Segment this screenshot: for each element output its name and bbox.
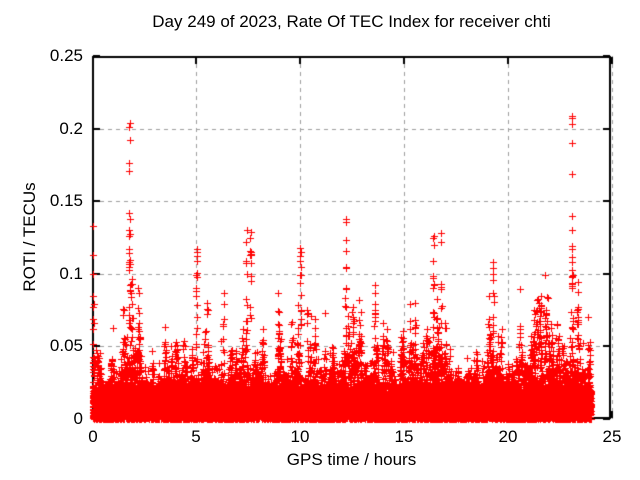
x-tick-label: 15 (394, 427, 414, 446)
y-tick-label: 0.15 (49, 191, 83, 210)
y-tick-label: 0.25 (49, 46, 83, 65)
y-tick-label: 0.05 (49, 336, 83, 355)
y-tick-label: 0.1 (59, 264, 83, 283)
x-tick-label: 10 (290, 427, 310, 446)
x-tick-label: 20 (498, 427, 518, 446)
x-tick-label: 25 (602, 427, 622, 446)
chart-title: Day 249 of 2023, Rate Of TEC Index for r… (152, 12, 551, 31)
x-tick-label: 5 (191, 427, 201, 446)
x-axis-label: GPS time / hours (286, 450, 417, 469)
y-tick-label: 0 (73, 409, 83, 428)
y-tick-label: 0.2 (59, 119, 83, 138)
x-tick-label: 0 (88, 427, 98, 446)
y-axis-label: ROTI / TECUs (20, 182, 39, 292)
